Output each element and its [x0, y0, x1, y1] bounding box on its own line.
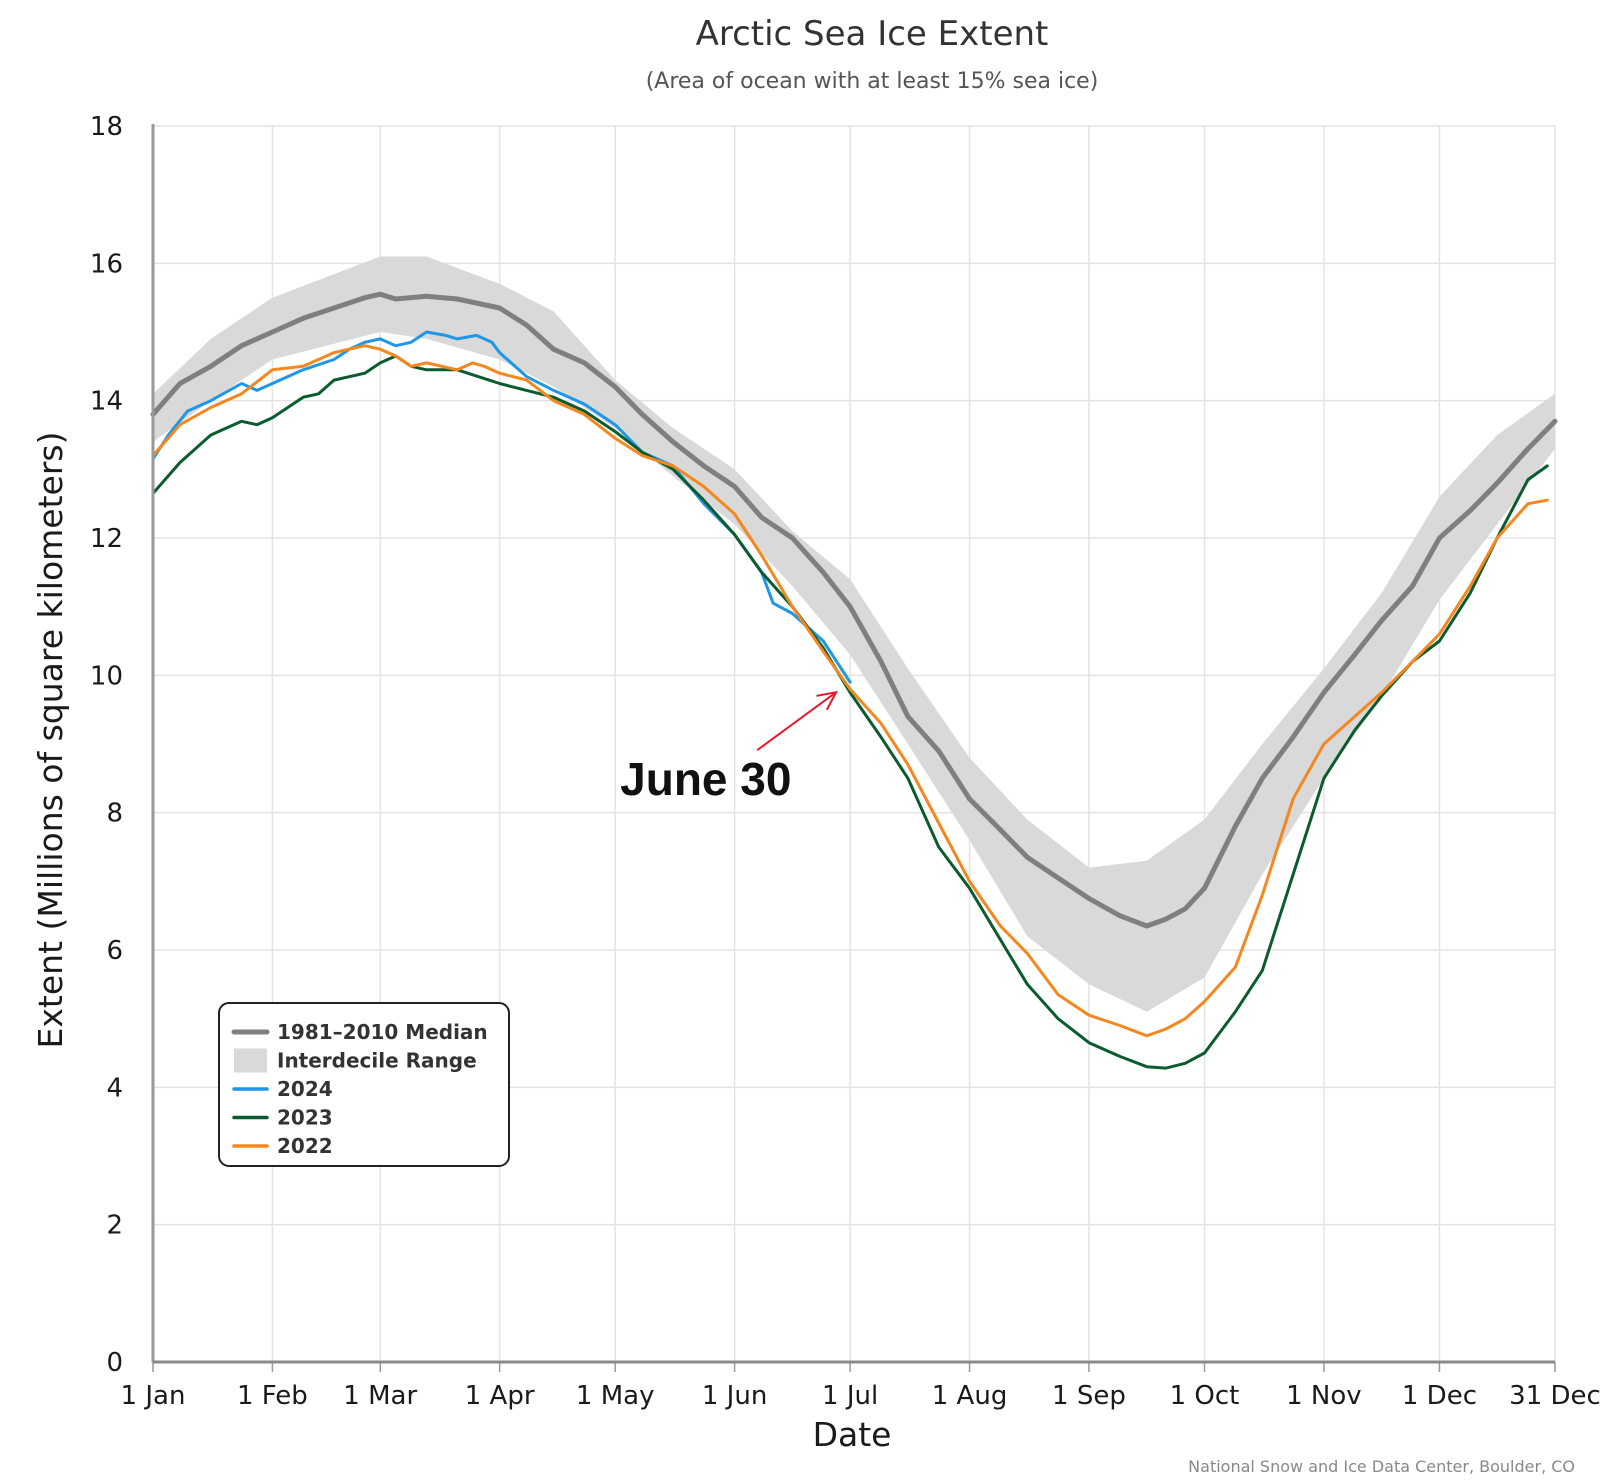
legend-swatch-interdecile-range: [234, 1048, 267, 1073]
legend-box: [218, 1002, 510, 1167]
annotation-arrow-head: [816, 690, 839, 711]
series-line-1981-2010-median: [150, 291, 1558, 929]
credits-text: National Snow and Ice Data Center, Bould…: [1188, 1457, 1575, 1476]
annotation-arrow-shaft: [756, 691, 837, 752]
y-tick-label: 0: [106, 1348, 123, 1378]
legend-label-2024: 2024: [277, 1077, 333, 1101]
x-tick-label: 1 May: [576, 1381, 655, 1411]
x-tick-label: 31 Dec: [1509, 1381, 1601, 1411]
interdecile-range-band: [153, 256, 1555, 1012]
legend-label-2023: 2023: [277, 1106, 333, 1130]
x-tick-label: 1 Jun: [702, 1381, 767, 1411]
legend-label-2022: 2022: [277, 1134, 333, 1158]
y-tick-label: 12: [90, 524, 123, 554]
series-line-2023: [151, 354, 1549, 1070]
y-tick-label: 10: [90, 661, 123, 691]
x-tick-labels: 1 Jan 1 Feb 1 Mar 1 Apr 1 May 1 Jun 1 Jul 1 Aug…: [121, 1381, 1601, 1411]
y-tick-label: 14: [90, 387, 123, 417]
series-line-2022: [151, 344, 1549, 1038]
x-tick-label: 1 Apr: [465, 1381, 535, 1411]
annotation-label-june-30: June 30: [620, 753, 791, 805]
x-tick-label: 1 Mar: [343, 1381, 417, 1411]
legend: 1981–2010 Median Interdecile Range 2024 202…: [218, 1002, 510, 1167]
y-tick-labels: 0 2 4 6 8 10 12 14 16 18: [90, 112, 123, 1378]
x-tick-label: 1 Dec: [1402, 1381, 1477, 1411]
x-tick-label: 1 Sep: [1052, 1381, 1126, 1411]
chart-subtitle: (Area of ocean with at least 15% sea ice…: [646, 69, 1099, 94]
axes-layer: [151, 124, 1555, 1364]
x-tick-label: 1 Nov: [1286, 1381, 1362, 1411]
annotation-layer: June 30: [620, 690, 839, 805]
y-tick-label: 16: [90, 249, 123, 279]
legend-label-1981-2010-median: 1981–2010 Median: [277, 1020, 488, 1044]
chart-title: Arctic Sea Ice Extent: [696, 14, 1049, 54]
x-axis-title: Date: [813, 1415, 892, 1454]
y-tick-label: 8: [106, 799, 123, 829]
y-tick-label: 6: [106, 936, 123, 966]
x-tick-label: 1 Oct: [1170, 1381, 1240, 1411]
y-tick-label: 2: [106, 1211, 123, 1241]
legend-label-interdecile-range: Interdecile Range: [277, 1049, 477, 1073]
series-layer: [150, 291, 1558, 1070]
x-tick-label: 1 Aug: [932, 1381, 1008, 1411]
x-tick-label: 1 Jul: [822, 1381, 878, 1411]
y-tick-label: 18: [90, 112, 123, 142]
y-tick-label: 4: [106, 1073, 123, 1103]
x-tick-label: 1 Feb: [237, 1381, 308, 1411]
x-tick-label: 1 Jan: [121, 1381, 186, 1411]
y-axis-title: Extent (Millions of square kilometers): [31, 432, 70, 1049]
interdecile-band-layer: [153, 256, 1555, 1012]
